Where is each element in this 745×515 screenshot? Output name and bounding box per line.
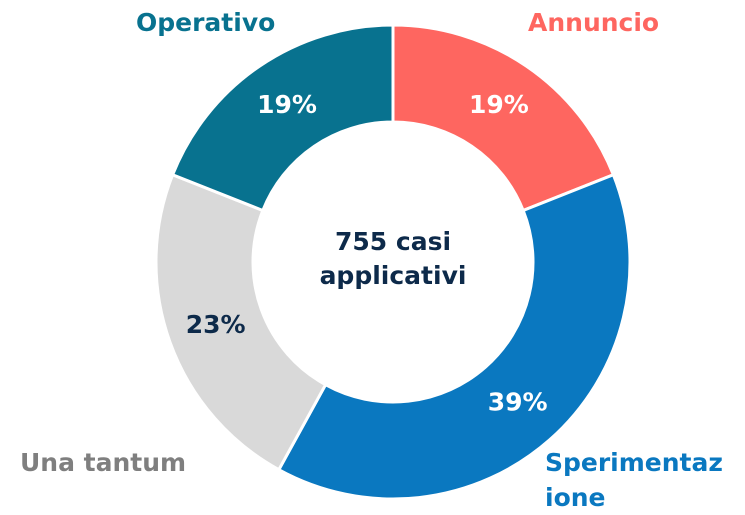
value-label: 23% [186,310,246,339]
value-label: 39% [488,387,548,416]
donut-slice [391,23,616,213]
value-label: 19% [469,90,529,119]
category-label: Operativo [136,8,276,37]
donut-slice [170,23,395,213]
category-label: Annuncio [528,8,660,37]
category-label: Sperimentazione [545,448,723,512]
donut-slice [154,172,328,472]
center-text: 755 casi applicativi [319,227,467,290]
value-label: 19% [257,90,317,119]
donut-slice [276,172,632,501]
category-label: Una tantum [20,448,187,477]
